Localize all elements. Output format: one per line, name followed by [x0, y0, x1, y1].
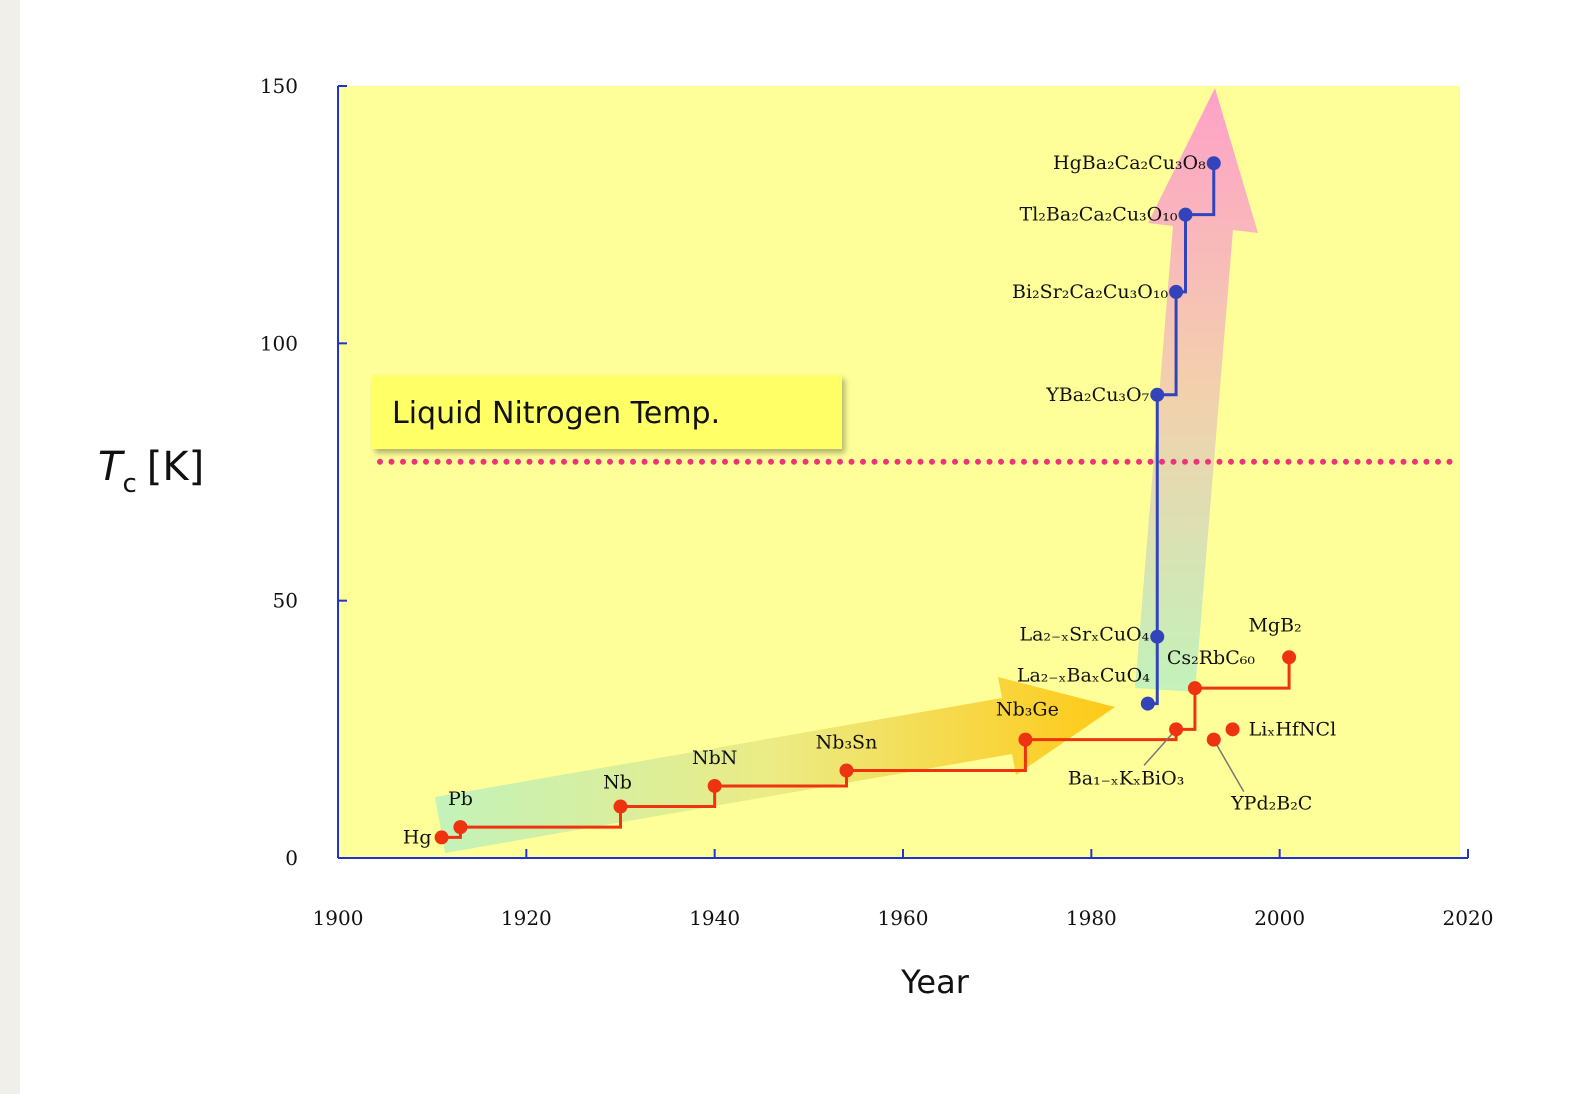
point-label: Nb₃Ge [996, 699, 1059, 721]
y-label-subscript: c [122, 469, 136, 499]
point-label: Pb [448, 788, 473, 810]
x-tick-label: 1920 [501, 906, 552, 930]
point-label: Cs₂RbC₆₀ [1167, 647, 1256, 669]
y-tick-label: 0 [285, 846, 298, 870]
y-tick-label: 50 [273, 589, 298, 613]
x-tick-label: 1940 [689, 906, 740, 930]
data-point [707, 778, 722, 793]
data-point [1140, 696, 1155, 711]
point-label: HgBa₂Ca₂Cu₃O₈ [1053, 152, 1206, 174]
x-tick-label: 1900 [313, 906, 364, 930]
point-label: Nb₃Sn [816, 732, 878, 754]
data-point [1169, 722, 1184, 737]
point-label: Nb [603, 772, 632, 794]
trend-arrow [435, 677, 1115, 853]
y-axis-label: Tc [K] [98, 444, 204, 499]
data-point [1169, 284, 1184, 299]
leader-line [1213, 739, 1245, 793]
data-point [1187, 681, 1202, 696]
trend-arrow [1135, 88, 1258, 692]
x-tick-label: 2000 [1254, 906, 1305, 930]
data-point [1206, 156, 1221, 171]
point-label: YBa₂Cu₃O₇ [1045, 384, 1149, 406]
point-label: Ba₁₋ₓKₓBiO₃ [1068, 767, 1184, 789]
point-label: YPd₂B₂C [1230, 793, 1312, 815]
step-line [1185, 163, 1216, 217]
point-label: LiₓHfNCl [1249, 718, 1337, 740]
callout-box [372, 375, 842, 449]
y-tick-label: 100 [260, 331, 298, 355]
point-label: Hg [403, 826, 432, 848]
y-tick-label: 150 [260, 74, 298, 98]
data-point [613, 799, 628, 814]
data-point [1150, 387, 1165, 402]
data-point [1225, 722, 1240, 737]
point-label: Bi₂Sr₂Ca₂Cu₃O₁₀ [1012, 281, 1168, 303]
data-point [453, 820, 468, 835]
x-tick-label: 1980 [1066, 906, 1117, 930]
data-point [1178, 207, 1193, 222]
data-point [1282, 650, 1297, 665]
x-tick-label: 2020 [1443, 906, 1494, 930]
point-label: MgB₂ [1248, 614, 1301, 636]
y-label-symbol: T [98, 444, 126, 490]
data-point [1018, 732, 1033, 747]
point-label: La₂₋ₓBaₓCuO₄ [1017, 665, 1150, 687]
point-label: NbN [692, 747, 737, 769]
data-point [839, 763, 854, 778]
callout-label: Liquid Nitrogen Temp. [392, 396, 720, 431]
y-label-unit: [K] [147, 444, 204, 490]
leader-line [1143, 728, 1177, 766]
data-point [1150, 629, 1165, 644]
x-axis-label: Year [900, 963, 970, 1001]
point-label: Tl₂Ba₂Ca₂Cu₃O₁₀ [1020, 204, 1178, 226]
point-label: La₂₋ₓSrₓCuO₄ [1019, 624, 1149, 646]
step-line [846, 739, 1027, 773]
data-point [434, 830, 449, 845]
data-point [1206, 732, 1221, 747]
x-tick-label: 1960 [878, 906, 929, 930]
step-line [1194, 657, 1291, 690]
